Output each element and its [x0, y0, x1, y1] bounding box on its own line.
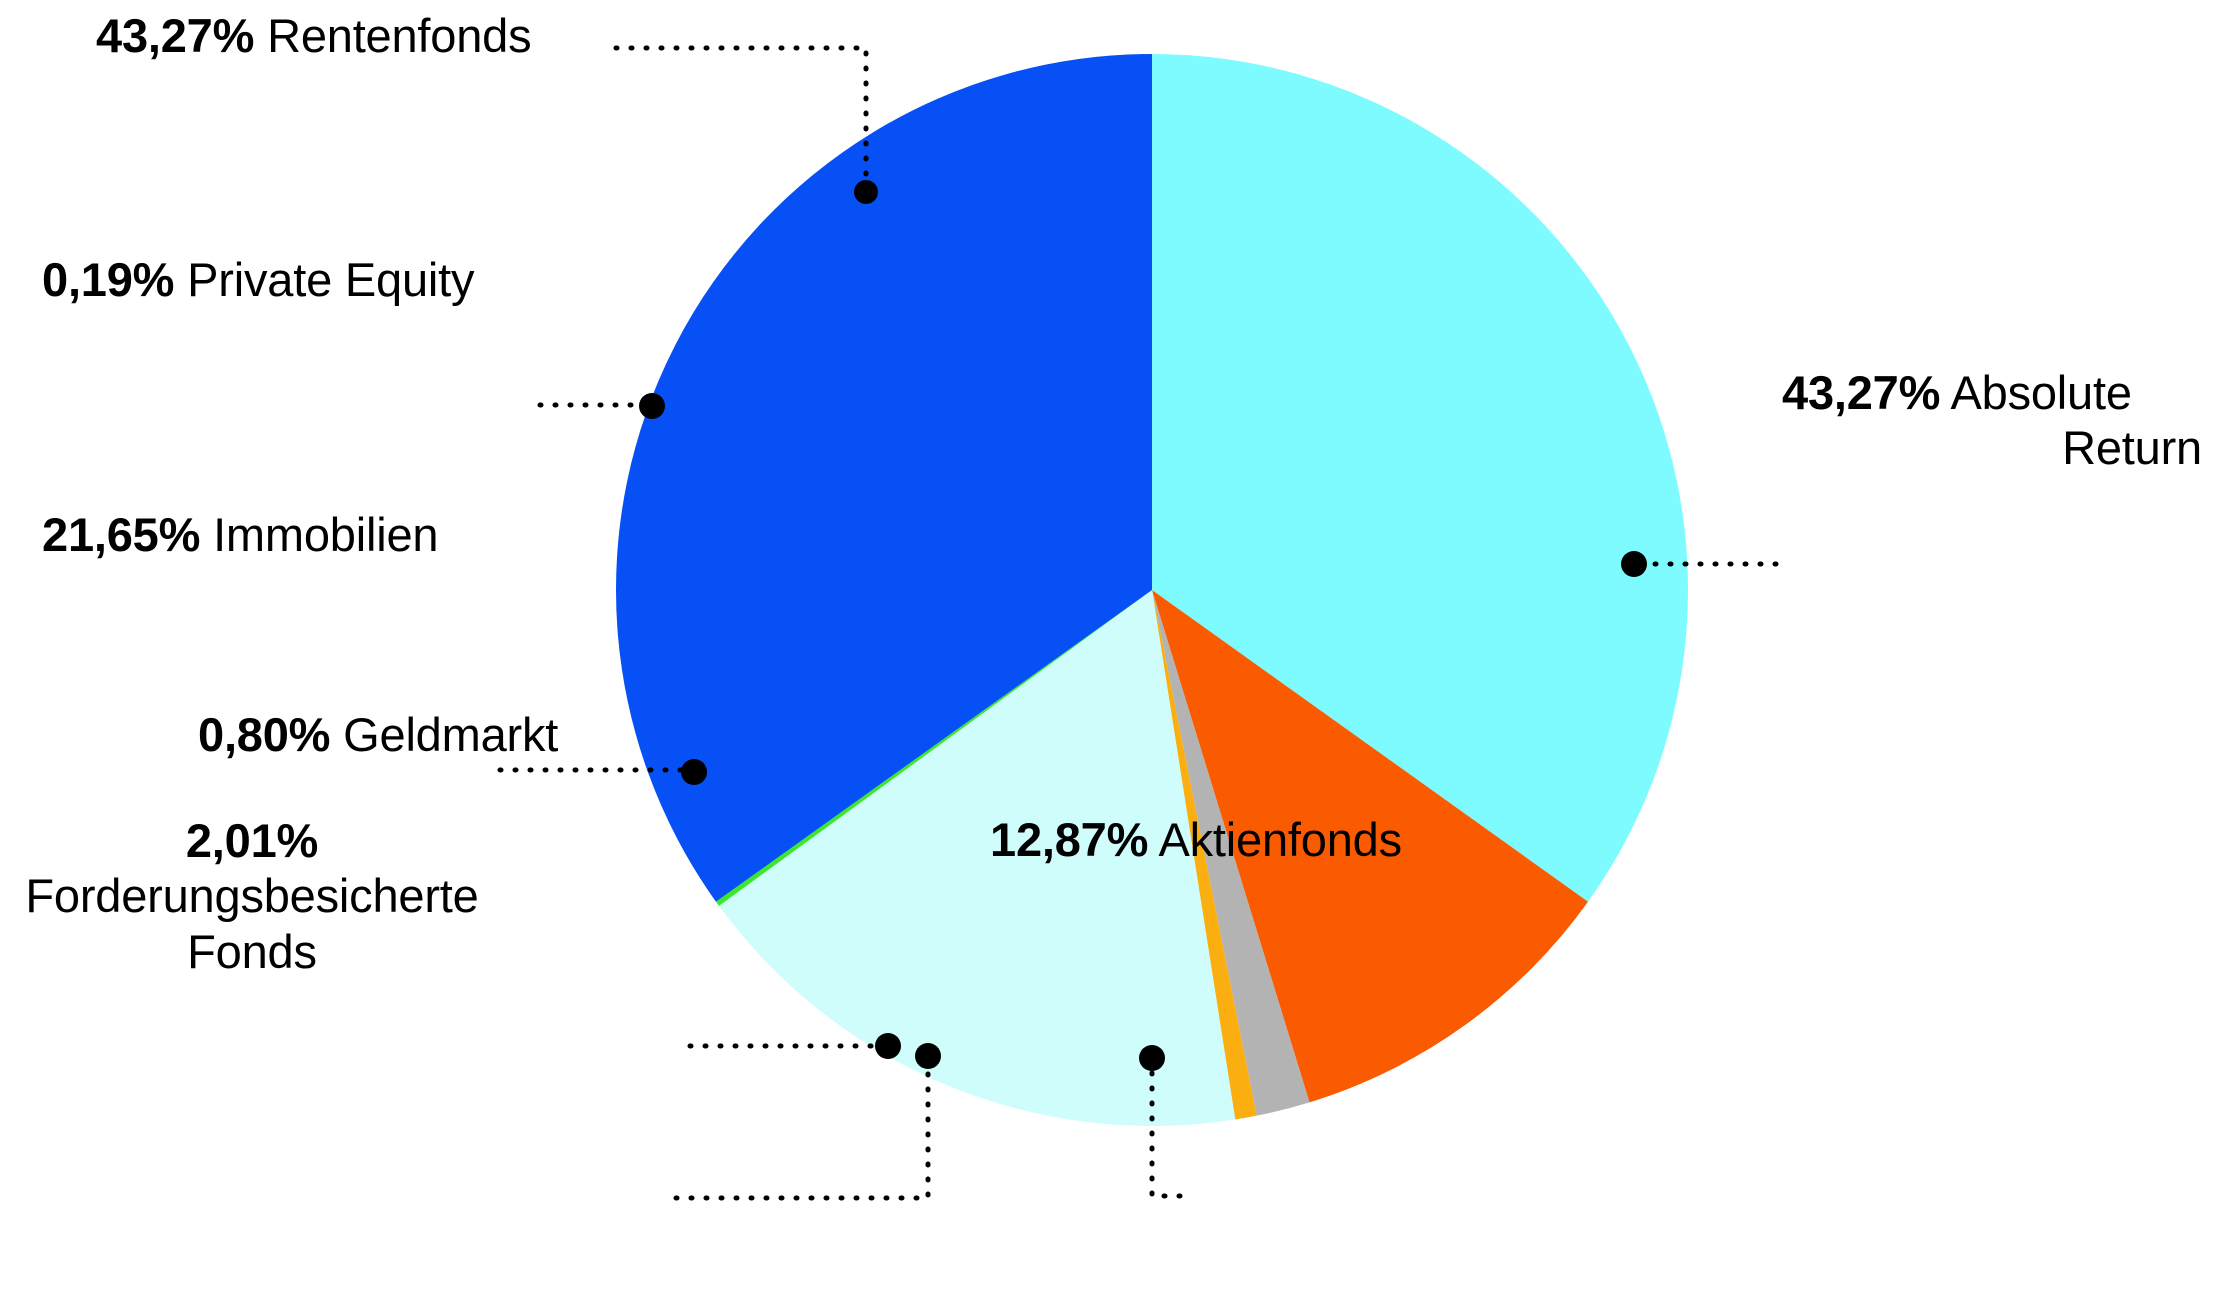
slice-name-immobilien: Immobilien — [213, 508, 439, 561]
slice-label-aktienfonds: 12,87% Aktienfonds — [990, 812, 1402, 867]
pie-slice-private-equity — [715, 590, 1152, 906]
slice-value-geldmarkt: 0,80% — [198, 708, 331, 761]
slice-label-geldmarkt: 0,80% Geldmarkt — [198, 707, 558, 762]
leader-forderungsbesicherte-fonds — [673, 1057, 931, 1201]
pie-slice-absolute-return — [1152, 54, 1689, 902]
leader-rentenfonds — [613, 45, 869, 191]
callout-leader-lines — [497, 45, 1793, 1201]
leader-aktienfonds — [1149, 1059, 1183, 1199]
slice-label-immobilien: 21,65% Immobilien — [42, 507, 439, 562]
slice-name-absolute-return: Absolute — [1950, 366, 2132, 419]
slice-name-rentenfonds: Rentenfonds — [267, 9, 532, 62]
pie-slice-rentenfonds — [615, 54, 1152, 902]
slice-value-forderungsbesicherte-fonds: 2,01% — [185, 814, 319, 867]
anchor-dot-forderungs — [915, 1043, 941, 1069]
callout-anchor-dots — [639, 180, 1647, 1071]
slice-value-absolute-return: 43,27% — [1782, 366, 1941, 419]
anchor-dot-private-equity — [639, 393, 665, 419]
slice-value-immobilien: 21,65% — [42, 508, 201, 561]
slice-name-forderungsbesicherte-fonds-line2: Fonds — [187, 924, 317, 978]
slice-name-geldmarkt: Geldmarkt — [343, 708, 559, 761]
slice-label-forderungsbesicherte-fonds: 2,01% Forderungsbesicherte Fonds — [22, 813, 482, 979]
slice-label-absolute-return: 43,27% Absolute Return — [1782, 365, 2202, 476]
slice-value-rentenfonds: 43,27% — [96, 9, 255, 62]
slice-name-absolute-return-line2: Return — [2062, 421, 2202, 475]
slice-name-private-equity: Private Equity — [187, 253, 475, 306]
slice-name-aktienfonds: Aktienfonds — [1158, 813, 1402, 866]
anchor-dot-absolute-return — [1621, 551, 1647, 577]
slice-value-aktienfonds: 12,87% — [990, 813, 1149, 866]
anchor-dot-aktienfonds — [1139, 1045, 1165, 1071]
anchor-dot-rentenfonds — [854, 180, 878, 204]
pie-slice-geldmarkt — [1152, 590, 1257, 1120]
pie-slice-aktienfonds — [1152, 590, 1589, 1103]
pie-slice-forderungsbesicherte-fonds — [1152, 590, 1310, 1116]
anchor-dot-geldmarkt — [875, 1033, 901, 1059]
slice-value-private-equity: 0,19% — [42, 253, 175, 306]
pie-slice-immobilien — [718, 590, 1236, 1126]
slice-label-private-equity: 0,19% Private Equity — [42, 252, 475, 307]
anchor-dot-immobilien — [681, 759, 707, 785]
slice-label-rentenfonds: 43,27% Rentenfonds — [96, 8, 532, 63]
slice-name-forderungsbesicherte-fonds: Forderungsbesicherte — [25, 869, 479, 923]
